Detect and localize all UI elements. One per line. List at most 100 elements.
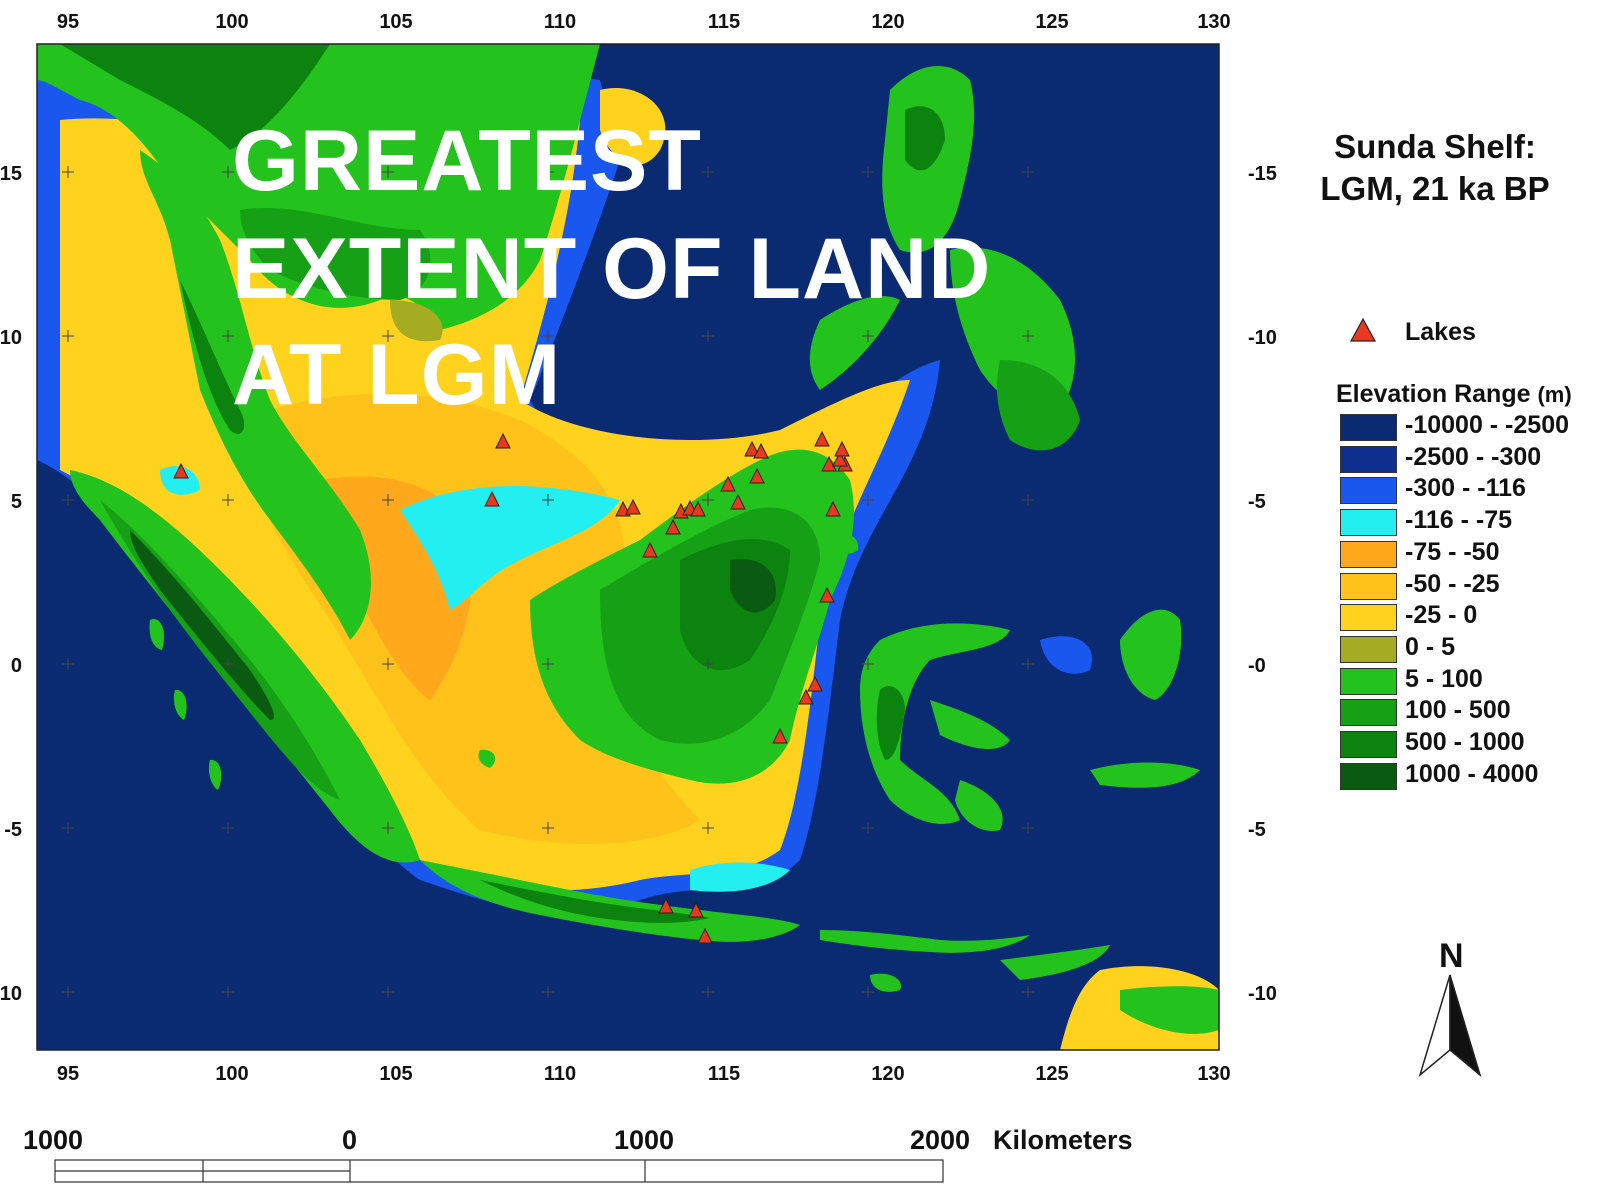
lat-label: 0 — [11, 655, 22, 677]
lakes-legend-label: Lakes — [1405, 318, 1476, 346]
lake-marker-icon — [495, 432, 511, 449]
legend-swatch — [1340, 477, 1397, 505]
lake-marker-icon — [690, 500, 706, 517]
overlay-text-line: AT LGM — [232, 327, 562, 423]
legend-label: 0 - 5 — [1405, 632, 1456, 661]
legend-label: -2500 - -300 — [1405, 442, 1542, 471]
lon-label: 125 — [1035, 11, 1068, 33]
lake-marker-icon — [744, 440, 760, 457]
lon-label: 120 — [871, 1063, 904, 1085]
lon-labels-top: 95 100 105 110 115 120 125 130 — [57, 11, 1231, 33]
legend-label: 1000 - 4000 — [1405, 759, 1539, 788]
legend-swatch — [1340, 699, 1397, 727]
lat-labels-left: 15 10 5 0 -5 10 — [0, 163, 22, 1005]
lat-label: -0 — [1248, 655, 1266, 677]
overlay-text-line: EXTENT OF LAND — [232, 221, 992, 317]
lon-label: 120 — [871, 11, 904, 33]
lake-markers — [173, 430, 853, 944]
lat-labels-right: -15 -10 -5 -0 -5 -10 — [1248, 163, 1277, 1005]
scale-bar — [54, 1159, 944, 1183]
lon-label: 100 — [215, 1063, 248, 1085]
legend-swatch — [1340, 667, 1397, 695]
lon-label: 115 — [708, 11, 740, 33]
lat-label: 10 — [0, 327, 22, 349]
lon-label: 105 — [379, 1063, 412, 1085]
lake-marker-icon — [832, 450, 848, 467]
lon-label: 110 — [544, 11, 576, 33]
legend-label: -10000 - -2500 — [1405, 411, 1570, 439]
lat-label: -15 — [1248, 163, 1277, 185]
legend-label: 5 - 100 — [1405, 664, 1483, 693]
lon-labels-bottom: 95 100 105 110 115 120 125 130 — [57, 1063, 1231, 1085]
north-label: N — [1439, 937, 1464, 975]
overlay-text-line: GREATEST — [232, 113, 702, 209]
legend-swatch — [1340, 762, 1397, 790]
legend-swatch — [1340, 731, 1397, 758]
legend-swatch — [1340, 414, 1397, 441]
lake-marker-icon — [798, 688, 814, 705]
lake-marker-icon — [697, 927, 713, 944]
legend-swatch — [1340, 572, 1397, 600]
legend-label: -75 - -50 — [1405, 537, 1500, 566]
lat-label: 5 — [11, 491, 22, 513]
scale-label: 1000 — [23, 1125, 84, 1155]
legend-label: -25 - 0 — [1405, 601, 1478, 630]
lon-label: 130 — [1197, 1063, 1230, 1085]
lat-label: -5 — [1248, 491, 1266, 513]
legend-swatch — [1340, 635, 1397, 663]
lake-marker-icon — [658, 897, 674, 914]
scale-label: 1000 — [614, 1125, 675, 1155]
legend-label: 100 - 500 — [1405, 696, 1511, 725]
lake-marker-icon — [720, 475, 736, 492]
lake-marker-icon — [753, 442, 769, 459]
scale-label: 2000 — [910, 1125, 971, 1155]
map-border — [36, 43, 1220, 1051]
legend-label: 500 - 1000 — [1405, 728, 1525, 756]
elevation-legend-title: Elevation Range (m) — [1336, 380, 1572, 409]
lake-marker-icon — [807, 675, 823, 692]
lake-marker-icon — [819, 586, 835, 603]
scale-label: 0 — [342, 1125, 358, 1155]
lake-marker-icon — [173, 462, 189, 479]
lon-label: 125 — [1035, 1063, 1068, 1085]
lat-label: 10 — [0, 983, 22, 1005]
lon-label: 95 — [57, 11, 79, 33]
lon-label: 95 — [57, 1063, 79, 1085]
scale-unit: Kilometers — [993, 1125, 1133, 1155]
lake-marker-icon — [625, 498, 641, 515]
land — [37, 44, 1219, 1034]
lon-label: 115 — [708, 1063, 740, 1085]
legend-swatch — [1340, 509, 1397, 537]
lake-marker-icon — [825, 500, 841, 517]
legend-label: -50 - -25 — [1405, 569, 1500, 598]
legend-label: -116 - -75 — [1405, 506, 1513, 535]
lat-label: 15 — [0, 163, 22, 185]
lat-label: -10 — [1248, 327, 1277, 349]
lon-label: 130 — [1197, 11, 1230, 33]
lat-label: -5 — [4, 819, 22, 841]
lake-marker-icon — [834, 440, 850, 457]
lake-marker-icon — [772, 727, 788, 744]
lake-marker-icon — [484, 490, 500, 507]
elevation-unit: (m) — [1537, 382, 1572, 407]
lake-marker-icon — [688, 901, 704, 918]
lake-marker-icon — [821, 455, 837, 472]
legend-swatch — [1340, 604, 1397, 632]
lon-label: 105 — [379, 11, 412, 33]
legend-label: -300 - -116 — [1405, 474, 1526, 503]
map-title-line: LGM, 21 ka BP — [1320, 170, 1550, 207]
legend-swatch — [1340, 540, 1397, 568]
lake-marker-icon — [730, 493, 746, 510]
map-frame — [37, 44, 1219, 1050]
lon-label: 110 — [544, 1063, 576, 1085]
legend-swatch — [1340, 445, 1397, 473]
lake-marker-icon — [665, 518, 681, 535]
elevation-title-text: Elevation Range — [1336, 380, 1531, 408]
lat-label: -5 — [1248, 819, 1266, 841]
north-arrow-icon — [1418, 974, 1482, 1078]
lake-marker-icon — [814, 430, 830, 447]
lake-marker-icon — [642, 541, 658, 558]
lat-label: -10 — [1248, 983, 1277, 1005]
map-title-line: Sunda Shelf: — [1334, 128, 1536, 165]
